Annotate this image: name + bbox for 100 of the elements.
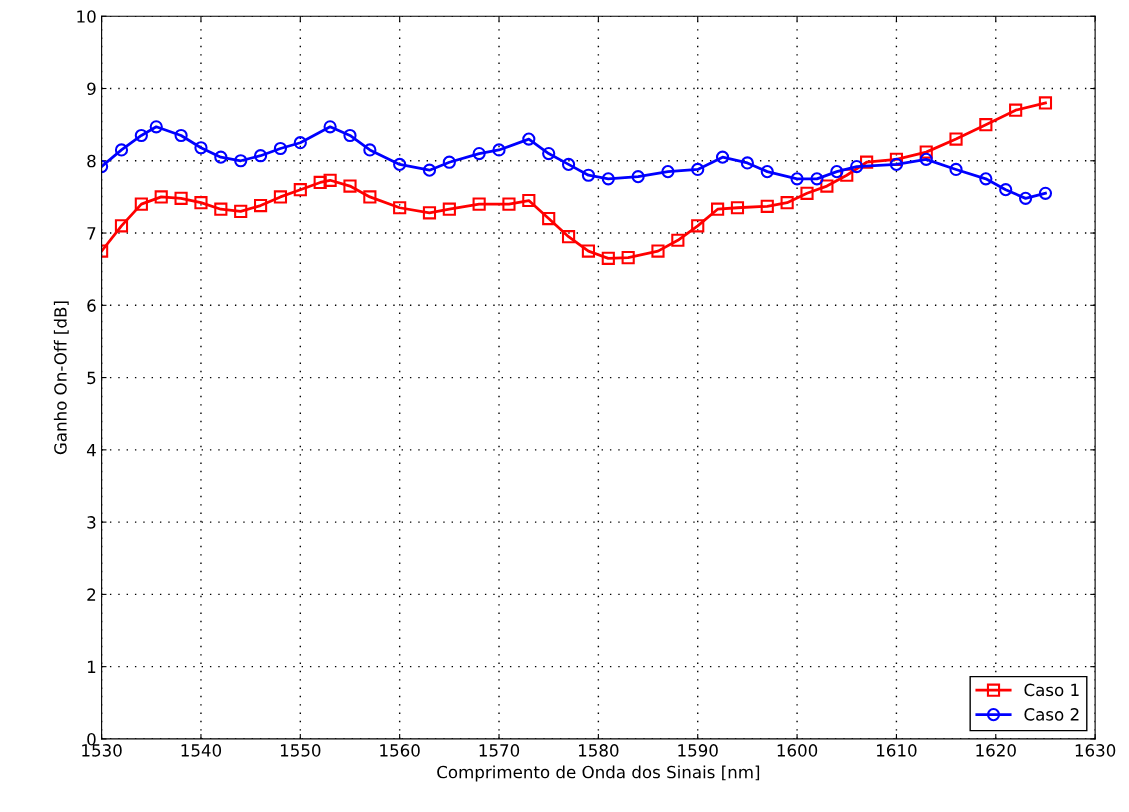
point [472,146,486,161]
point [472,197,486,211]
point [979,118,993,132]
y-tick-label: 1 [87,660,96,673]
y-tick-label: 5 [87,371,96,385]
point [234,154,248,168]
point [691,219,705,233]
point [442,155,456,169]
point [661,165,675,179]
point [730,201,745,215]
point [273,190,288,204]
x-tick-label: 1620 [976,744,1016,757]
point [561,230,576,244]
x-tick-label: 1530 [82,744,122,757]
point [810,172,824,186]
point [522,132,536,146]
point [542,211,556,226]
x-tick-label: 1590 [678,744,718,757]
point [840,168,854,182]
point [273,141,288,156]
point [234,204,248,218]
point [715,150,730,164]
legend-label: Caso 1 [1024,683,1079,697]
y-tick-label: 10 [77,10,96,23]
point [979,172,993,186]
point [363,190,377,204]
point [174,128,188,143]
point [800,186,814,200]
point [601,172,615,186]
point [711,202,725,216]
point [889,152,904,166]
point [740,156,754,170]
point [542,146,556,161]
point [581,168,596,182]
point [601,251,615,265]
x-tick-label: 1610 [877,744,917,757]
point [442,202,456,216]
point [949,162,963,177]
x-axis-title: Comprimento de Onda dos Sinais [nm] [437,765,760,782]
point [919,152,933,166]
x-tick-label: 1570 [479,744,520,757]
point [149,120,163,134]
point [194,141,208,155]
y-axis-title: Ganho On-Off [dB] [53,301,69,455]
legend-label: Caso 2 [1024,708,1079,721]
point [174,191,188,205]
point [194,196,208,210]
x-tick-label: 1550 [280,744,321,757]
point [313,175,327,190]
point [621,251,635,265]
x-tick-label: 1560 [380,744,420,757]
point [323,173,337,187]
x-tick-label: 1600 [777,744,818,757]
y-tick-label: 2 [87,588,96,601]
point [919,145,933,159]
point [561,157,576,171]
point [134,128,148,143]
point [780,196,794,210]
point [581,244,596,258]
x-tick-label: 1540 [181,744,222,757]
point [760,199,774,213]
point [293,183,307,197]
point [393,157,407,171]
point [651,244,665,258]
point [154,190,168,204]
point [999,183,1013,197]
point [522,193,536,208]
point [860,155,874,169]
x-tick-label: 1630 [1075,744,1116,757]
x-tick-label: 1580 [578,744,619,757]
point [820,179,834,193]
point [492,143,506,157]
point [850,159,864,174]
point [422,206,437,220]
point [114,143,129,157]
point [1038,96,1053,110]
point [631,170,645,184]
y-tick-label: 8 [87,154,96,168]
point [293,136,307,150]
point [889,157,904,171]
point [790,172,804,186]
point [363,143,377,157]
point [253,198,268,213]
point [691,162,705,177]
point [1038,186,1053,200]
y-tick-label: 9 [87,82,96,96]
point [134,197,148,211]
point [830,165,844,179]
point [343,128,357,143]
point [1009,103,1023,117]
point [1018,191,1033,205]
y-tick-label: 4 [86,444,96,457]
point [323,120,337,134]
point [114,219,129,233]
point [671,233,685,247]
point [214,150,228,164]
point [214,202,228,216]
y-tick-label: 7 [87,227,96,240]
y-tick-label: 3 [87,516,96,529]
point [949,132,963,146]
